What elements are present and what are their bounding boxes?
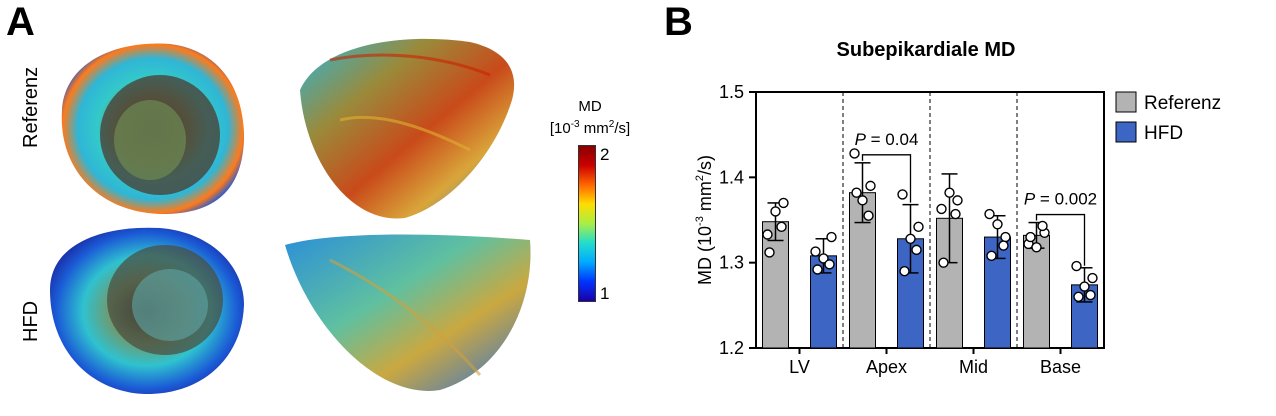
data-point	[913, 221, 924, 233]
y-axis-label-exp: -3	[694, 216, 706, 226]
heart-hfd-short-axis	[50, 227, 244, 395]
bar-chart: Subepikardiale MD MD (10-3 mm2/s) 1.2 1.3…	[694, 39, 1221, 377]
panel-b-letter: B	[664, 0, 693, 44]
heart-hfd-long-axis	[285, 234, 531, 391]
data-point	[936, 203, 947, 215]
data-point	[826, 231, 837, 243]
panel-a-letter: A	[6, 0, 35, 44]
p-value-label: P = 0.04	[855, 130, 919, 149]
x-tick-label: Apex	[866, 357, 907, 377]
colorbar-unit-c: /s]	[614, 120, 631, 137]
data-point	[897, 189, 908, 200]
legend-swatch-referenz	[1115, 91, 1137, 113]
data-point	[1025, 231, 1036, 243]
data-point	[1085, 289, 1096, 301]
data-point	[1073, 291, 1084, 302]
colorbar-title: MD [10-3 mm2/s]	[535, 98, 645, 138]
p-value-italic: P	[855, 130, 867, 149]
y-axis-label-b: mm	[695, 181, 715, 216]
y-axis-label-a: MD (10	[695, 226, 715, 285]
x-tick-label: Base	[1040, 357, 1081, 377]
data-point	[905, 233, 916, 244]
colorbar-gradient	[578, 145, 596, 302]
data-point	[938, 257, 949, 268]
data-point	[992, 219, 1003, 230]
y-tick-label: 1.2	[719, 338, 744, 358]
data-point	[1037, 220, 1048, 232]
bar-referenz	[762, 221, 789, 349]
heart-images	[50, 38, 531, 395]
chart-title: Subepikardiale MD	[837, 39, 1016, 61]
data-point	[762, 229, 773, 240]
data-point	[857, 195, 868, 206]
legend-label-referenz: Referenz	[1144, 93, 1221, 114]
data-point	[865, 180, 876, 192]
data-point	[764, 247, 775, 258]
data-point	[952, 195, 963, 206]
data-point	[863, 210, 874, 221]
data-point	[778, 197, 789, 209]
data-point	[776, 221, 787, 233]
data-point	[812, 264, 823, 275]
p-value-text: = 0.002	[1035, 190, 1097, 209]
y-axis-label-c: /s)	[695, 155, 715, 175]
y-axis-label-exp2: 2	[694, 175, 706, 181]
colorbar-unit-b: mm	[579, 120, 609, 137]
x-tick-label: LV	[789, 357, 810, 377]
data-point	[1079, 281, 1090, 292]
bar-referenz	[1023, 234, 1050, 349]
heart-referenz-long-axis	[300, 38, 515, 219]
data-point	[849, 148, 860, 159]
data-point	[1031, 242, 1042, 253]
data-point	[1087, 272, 1098, 284]
y-axis-label: MD (10-3 mm2/s)	[694, 155, 715, 285]
y-tick-label: 1.3	[719, 253, 744, 273]
data-point	[899, 266, 910, 277]
colorbar-max-label: 2	[600, 145, 610, 164]
colorbar-unit: [10-3 mm2/s]	[535, 116, 645, 138]
data-point	[944, 187, 955, 198]
x-tick-label: Mid	[959, 357, 988, 377]
p-value-italic: P	[1024, 190, 1036, 209]
data-point	[824, 259, 835, 270]
data-point	[986, 250, 997, 262]
legend: Referenz HFD	[1115, 91, 1221, 144]
data-point	[770, 206, 781, 217]
data-point	[950, 208, 961, 220]
y-tick-label: 1.4	[719, 167, 744, 187]
colorbar-min-label: 1	[600, 284, 610, 303]
heart-referenz-short-axis	[61, 43, 245, 215]
significance-bracket	[861, 154, 912, 203]
data-point	[818, 253, 829, 264]
data-point	[851, 187, 862, 198]
colorbar-unit-a: [10	[549, 120, 571, 137]
data-point	[984, 208, 995, 220]
legend-swatch-hfd	[1115, 121, 1137, 143]
p-value-text: = 0.04	[866, 130, 918, 149]
colorbar-title-md: MD	[578, 98, 602, 115]
data-point	[1071, 260, 1082, 272]
legend-label-hfd: HFD	[1144, 123, 1183, 144]
colorbar-unit-exp: -3	[570, 119, 580, 130]
data-point	[911, 244, 922, 256]
data-point	[1000, 231, 1011, 243]
p-value-label: P = 0.002	[1024, 190, 1097, 209]
data-point	[998, 240, 1009, 251]
data-point	[810, 246, 821, 257]
y-tick-label: 1.5	[719, 82, 744, 102]
colorbar-unit-exp2: 2	[608, 119, 615, 130]
significance-bracket	[1035, 213, 1086, 266]
